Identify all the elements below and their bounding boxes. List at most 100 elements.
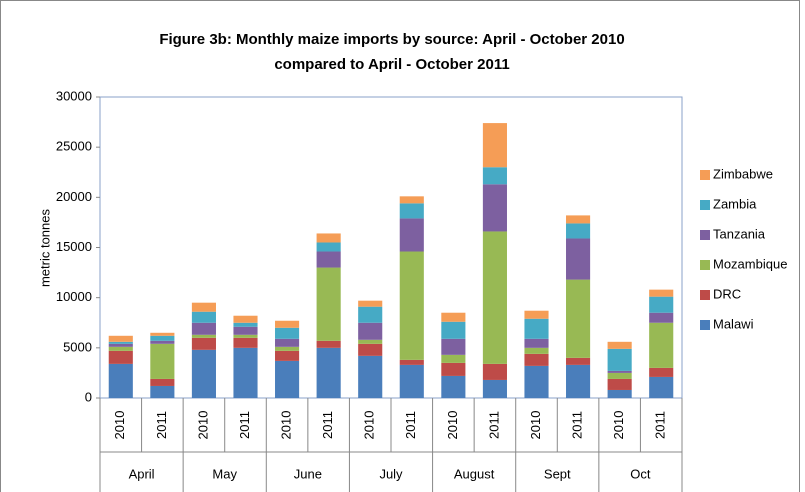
bar-segment [108, 335, 133, 342]
legend-label: Tanzania [713, 226, 766, 241]
x-tick-label: 2010 [195, 411, 210, 440]
bar-segment [566, 215, 591, 224]
x-tick-label: 2010 [445, 411, 460, 440]
group-label: Sept [544, 466, 571, 481]
bar-segment [566, 223, 591, 239]
bar-segment [108, 343, 133, 347]
bar-segment [358, 339, 383, 344]
bar-segment [441, 321, 466, 339]
bar-segment [108, 350, 133, 364]
y-tick-label: 30000 [56, 88, 92, 103]
bar-segment [649, 376, 674, 398]
bar-segment [524, 310, 549, 319]
bar-segment [399, 203, 424, 219]
bar-segment [566, 238, 591, 280]
x-tick-label: 2010 [362, 411, 377, 440]
bar-segment [399, 359, 424, 365]
legend-label: Mozambique [713, 256, 787, 271]
bar-segment [566, 357, 591, 365]
bar-segment [316, 267, 341, 341]
bar-segment [150, 385, 175, 398]
bar-segment [275, 320, 300, 328]
group-label: Oct [630, 466, 651, 481]
bar-segment [482, 231, 507, 364]
group-label: April [129, 466, 155, 481]
bar-segment [607, 341, 632, 349]
bar-segment [482, 379, 507, 398]
bar-segment [275, 360, 300, 398]
bar-segment [233, 337, 258, 348]
y-tick-label: 0 [85, 389, 92, 404]
legend-label: Malawi [713, 316, 754, 331]
bar-segment [233, 326, 258, 335]
x-tick-label: 2010 [611, 411, 626, 440]
bar-segment [358, 355, 383, 398]
legend-label: Zimbabwe [713, 166, 773, 181]
bar-segment [358, 306, 383, 323]
bar-segment [233, 334, 258, 338]
x-tick-label: 2011 [237, 411, 252, 439]
bar-segment [649, 312, 674, 323]
bar-segment [150, 335, 175, 341]
bar-segment [399, 364, 424, 398]
bar-segment [399, 196, 424, 204]
bar-segment [482, 167, 507, 185]
bar-segment [108, 341, 133, 344]
bar-segment [566, 279, 591, 358]
y-tick-label: 25000 [56, 139, 92, 154]
bar-segment [524, 347, 549, 354]
y-tick-label: 20000 [56, 189, 92, 204]
bar-segment [275, 338, 300, 347]
chart-title: Figure 3b: Monthly maize imports by sour… [159, 31, 624, 48]
bar-segment [482, 184, 507, 232]
bar-segment [399, 218, 424, 252]
legend-label: DRC [713, 286, 741, 301]
x-tick-label: 2011 [653, 411, 668, 439]
bar-segment [275, 346, 300, 351]
legend-swatch [700, 320, 710, 330]
legend-label: Zambia [713, 196, 757, 211]
bar-segment [441, 312, 466, 322]
group-label: August [454, 466, 495, 481]
legend-swatch [700, 290, 710, 300]
x-tick-label: 2011 [403, 411, 418, 439]
x-tick-label: 2011 [486, 411, 501, 439]
bar-segment [358, 300, 383, 307]
legend-swatch [700, 200, 710, 210]
bar-segment [316, 233, 341, 243]
bar-segment [191, 322, 216, 335]
bar-segment [191, 349, 216, 398]
bar-segment [607, 372, 632, 379]
bar-segment [607, 389, 632, 398]
x-tick-label: 2011 [320, 411, 335, 439]
bar-segment [649, 296, 674, 313]
bar-segment [566, 364, 591, 398]
y-axis-label: metric tonnes [37, 208, 52, 287]
bar-segment [524, 338, 549, 348]
bar-segment [150, 378, 175, 386]
x-tick-label: 2011 [154, 411, 169, 439]
bar-segment [482, 363, 507, 380]
bar-segment [233, 315, 258, 323]
bar-segment [191, 302, 216, 312]
bar-segment [316, 242, 341, 252]
bar-segment [441, 375, 466, 398]
bar-segment [233, 347, 258, 398]
bar-segment [150, 340, 175, 344]
x-tick-label: 2011 [570, 411, 585, 439]
bar-segment [275, 327, 300, 339]
bar-segment [108, 363, 133, 398]
group-label: July [379, 466, 403, 481]
bar-segment [191, 337, 216, 350]
x-tick-label: 2010 [528, 411, 543, 440]
legend-swatch [700, 170, 710, 180]
bar-segment [191, 311, 216, 323]
bar-segment [316, 340, 341, 348]
legend-swatch [700, 230, 710, 240]
bar-segment [607, 378, 632, 390]
bar-segment [358, 322, 383, 340]
y-tick-label: 10000 [56, 289, 92, 304]
legend-swatch [700, 260, 710, 270]
bar-segment [441, 338, 466, 355]
